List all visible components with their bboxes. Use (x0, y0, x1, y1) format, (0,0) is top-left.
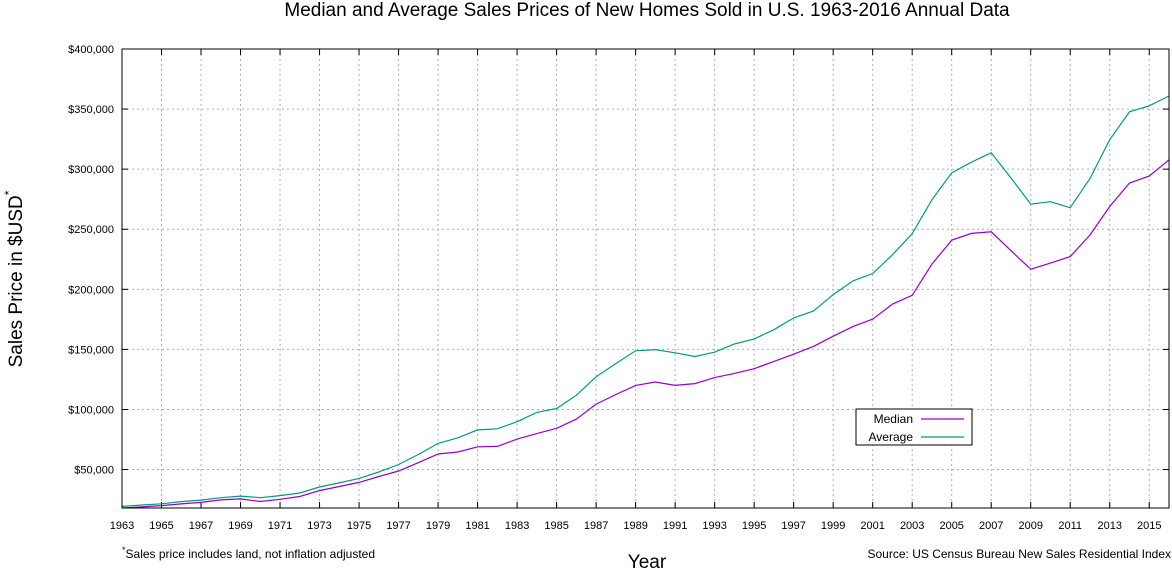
x-tick-label: 1965 (149, 520, 173, 532)
x-tick-label: 1973 (307, 520, 331, 532)
x-tick-label: 2011 (1058, 520, 1082, 532)
x-tick-label: 1991 (663, 520, 687, 532)
x-tick-label: 1995 (742, 520, 766, 532)
y-axis-ticks: $50,000 $100,000 $150,000 $200,000 $250,000 $… (68, 44, 1169, 477)
x-tick-label: 1975 (347, 520, 371, 532)
y-tick-label: $50,000 (74, 465, 114, 477)
y-tick-label: $150,000 (68, 344, 114, 356)
legend-box (855, 408, 973, 446)
x-tick-label: 2005 (939, 520, 963, 532)
x-tick-label: 1983 (505, 520, 529, 532)
series-line-median (121, 159, 1170, 509)
plot-frame (121, 48, 1170, 509)
y-axis-label-superscript: * (2, 190, 16, 195)
x-axis-ticks: 1963 1965 1967 1969 1971 1973 1975 1977 1979 1981… (110, 49, 1161, 532)
legend: Median Average (855, 408, 973, 446)
source-note: Source: US Census Bureau New Sales Resid… (868, 547, 1172, 561)
x-tick-label: 1967 (189, 520, 213, 532)
x-tick-label: 2015 (1137, 520, 1161, 532)
x-tick-label: 1987 (584, 520, 608, 532)
chart-title: Median and Average Sales Prices of New H… (284, 0, 1010, 21)
x-tick-label: 1977 (386, 520, 410, 532)
x-tick-label: 2009 (1018, 520, 1042, 532)
x-tick-label: 1971 (268, 520, 292, 532)
x-tick-label: 2013 (1097, 520, 1121, 532)
y-tick-label: $100,000 (68, 404, 114, 416)
y-tick-label: $250,000 (68, 224, 114, 236)
x-tick-label: 2001 (860, 520, 884, 532)
footnote: *Sales price includes land, not inflatio… (122, 545, 375, 561)
footnote-marker: * (122, 545, 126, 555)
x-tick-label: 1979 (426, 520, 450, 532)
x-tick-label: 1999 (821, 520, 845, 532)
x-tick-label: 1969 (228, 520, 252, 532)
y-axis-label: Sales Price in $USD* (2, 190, 27, 367)
x-tick-label: 1985 (544, 520, 568, 532)
y-tick-label: $300,000 (68, 164, 114, 176)
y-tick-label: $350,000 (68, 104, 114, 116)
legend-label-average: Average (869, 430, 914, 444)
series-line-average (121, 95, 1170, 507)
x-tick-label: 2003 (900, 520, 924, 532)
x-tick-label: 1997 (781, 520, 805, 532)
y-tick-label: $200,000 (68, 284, 114, 296)
grid (122, 49, 1169, 508)
x-tick-label: 1981 (465, 520, 489, 532)
x-tick-label: 1993 (702, 520, 726, 532)
x-tick-label: 1963 (110, 520, 134, 532)
footnote-text: Sales price includes land, not inflation… (126, 547, 376, 561)
x-tick-label: 1989 (623, 520, 647, 532)
x-tick-label: 2007 (979, 520, 1003, 532)
x-axis-label: Year (628, 552, 667, 569)
y-tick-label: $400,000 (68, 44, 114, 56)
series-lines (121, 95, 1170, 509)
legend-label-median: Median (874, 412, 913, 426)
